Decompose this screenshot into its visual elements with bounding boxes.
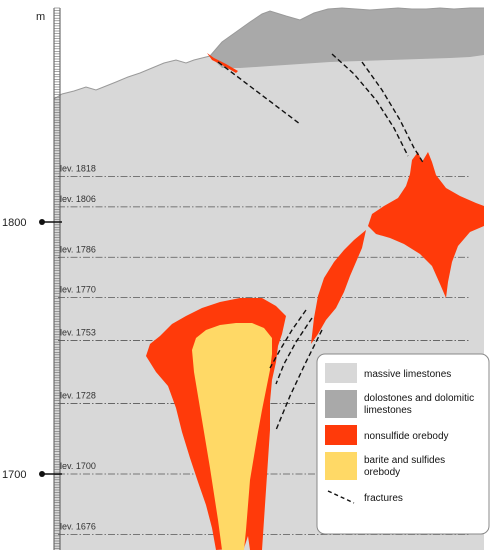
level-label: lev. 1786 (60, 244, 96, 254)
dolostones-area (210, 8, 484, 68)
barite-sulfides-orebody (192, 323, 272, 550)
nonsulfide-orebody-link (311, 230, 366, 344)
level-label: lev. 1753 (60, 327, 96, 337)
nonsulfide-orebody-upper (368, 152, 484, 298)
fracture-line (361, 61, 425, 165)
legend-label: nonsulfide orebody (364, 431, 449, 442)
fractures (217, 53, 425, 431)
legend-label: dolostones and dolomitic limestones (364, 393, 474, 416)
fracture-line (331, 53, 409, 157)
elevation-unit-label: m (36, 11, 45, 23)
elevation-tick-label: 1800 (2, 217, 26, 229)
legend-fracture-symbol (327, 490, 355, 504)
elevation-tick-dot (39, 219, 45, 225)
legend-box (316, 353, 490, 535)
fracture-line (217, 61, 301, 125)
legend-swatch (325, 390, 357, 418)
elevation-tick-dot (39, 471, 45, 477)
level-label: lev. 1770 (60, 285, 96, 295)
fracture-line (269, 309, 307, 369)
level-label: lev. 1728 (60, 390, 96, 400)
level-label: lev. 1806 (60, 194, 96, 204)
legend-label: massive limestones (364, 369, 451, 380)
fracture-line (275, 329, 323, 431)
legend-swatch (325, 425, 357, 445)
nonsulfide-orebody-surface (207, 53, 238, 73)
legend-label: barite and sulfides orebody (364, 455, 445, 478)
legend: massive limestones dolostones and dolomit… (316, 353, 490, 535)
level-label: lev. 1818 (60, 164, 96, 174)
elevation-tick-label: 1700 (2, 469, 26, 481)
legend-swatch (325, 363, 357, 383)
legend-label: fractures (364, 493, 403, 504)
elevation-scale: 1800 1700 (2, 7, 62, 550)
fracture-line (275, 317, 313, 385)
level-label: lev. 1700 (60, 461, 96, 471)
surface-line (53, 7, 484, 100)
legend-swatch (325, 452, 357, 480)
level-label: lev. 1676 (60, 521, 96, 531)
